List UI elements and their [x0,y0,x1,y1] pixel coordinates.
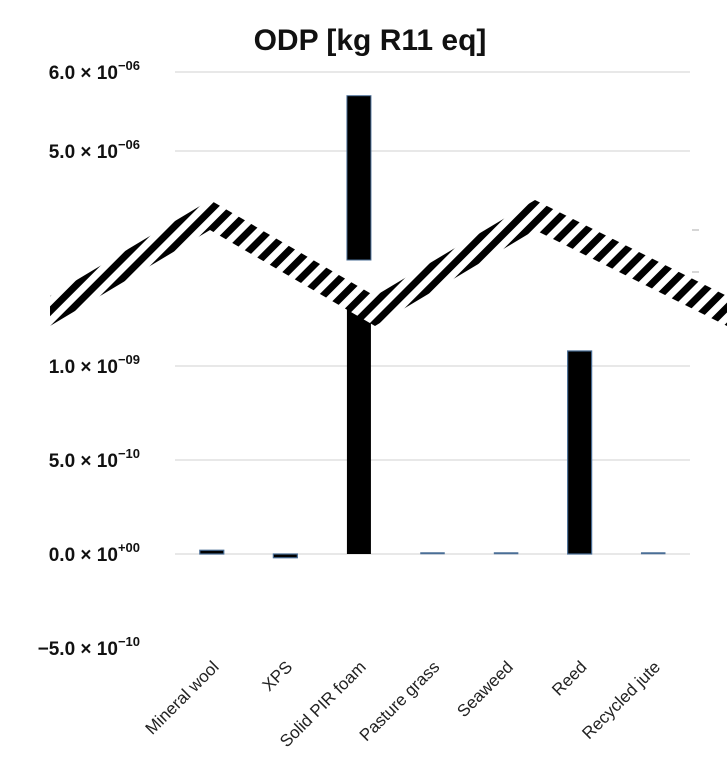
y-tick-exponent: −06 [118,137,140,152]
grid-lower [175,365,690,555]
y-tick-mantissa: 6.0 × 10 [49,63,118,84]
bar-seaweed [493,552,519,555]
bars-lower [199,300,666,559]
bar-mineral-wool [199,549,225,555]
y-tick-label: 5.0 × 10−10 [49,446,140,472]
y-tick-exponent: −06 [118,58,140,73]
x-tick-label: Mineral wool [142,657,223,738]
grid-upper [175,71,690,152]
y-ticks-upper: 6.0 × 10−065.0 × 10−06 [49,58,140,163]
y-tick-label: −5.0 × 10−10 [38,634,140,660]
x-tick-label: Seaweed [453,657,517,721]
bar-pasture-grass [420,552,445,555]
y-tick-exponent: −10 [118,446,140,461]
chart-title: ODP [kg R11 eq] [254,24,487,57]
y-tick-label: 0.0 × 10+00 [49,540,140,566]
y-tick-label: 1.0 × 10−09 [49,352,140,378]
bar-solid-pir-foam-lower [346,300,371,554]
y-ticks-lower: 1.0 × 10−095.0 × 10−100.0 × 10+00−5.0 × … [38,352,140,660]
y-tick-mantissa: 1.0 × 10 [49,357,118,378]
bar-xps [272,553,298,559]
y-tick-label: 6.0 × 10−06 [49,58,140,84]
axis-break-zigzag [50,200,727,326]
y-tick-label: 5.0 × 10−06 [49,137,140,163]
y-tick-exponent: +00 [118,540,140,555]
bar-recycled-jute [640,552,666,555]
y-tick-mantissa: −5.0 × 10 [38,639,118,660]
bar-solid-pir-foam-upper [346,95,372,261]
y-tick-exponent: −09 [118,352,140,367]
x-tick-label: Recycled jute [578,657,664,743]
y-tick-mantissa: 0.0 × 10 [49,545,118,566]
y-tick-mantissa: 5.0 × 10 [49,142,118,163]
x-tick-label: XPS [259,657,296,694]
bar-reed [567,350,593,555]
x-tick-label: Reed [548,657,590,699]
y-tick-exponent: −10 [118,634,140,649]
bars-upper [346,95,372,261]
axis-break-band [50,200,727,326]
y-tick-mantissa: 5.0 × 10 [49,451,118,472]
